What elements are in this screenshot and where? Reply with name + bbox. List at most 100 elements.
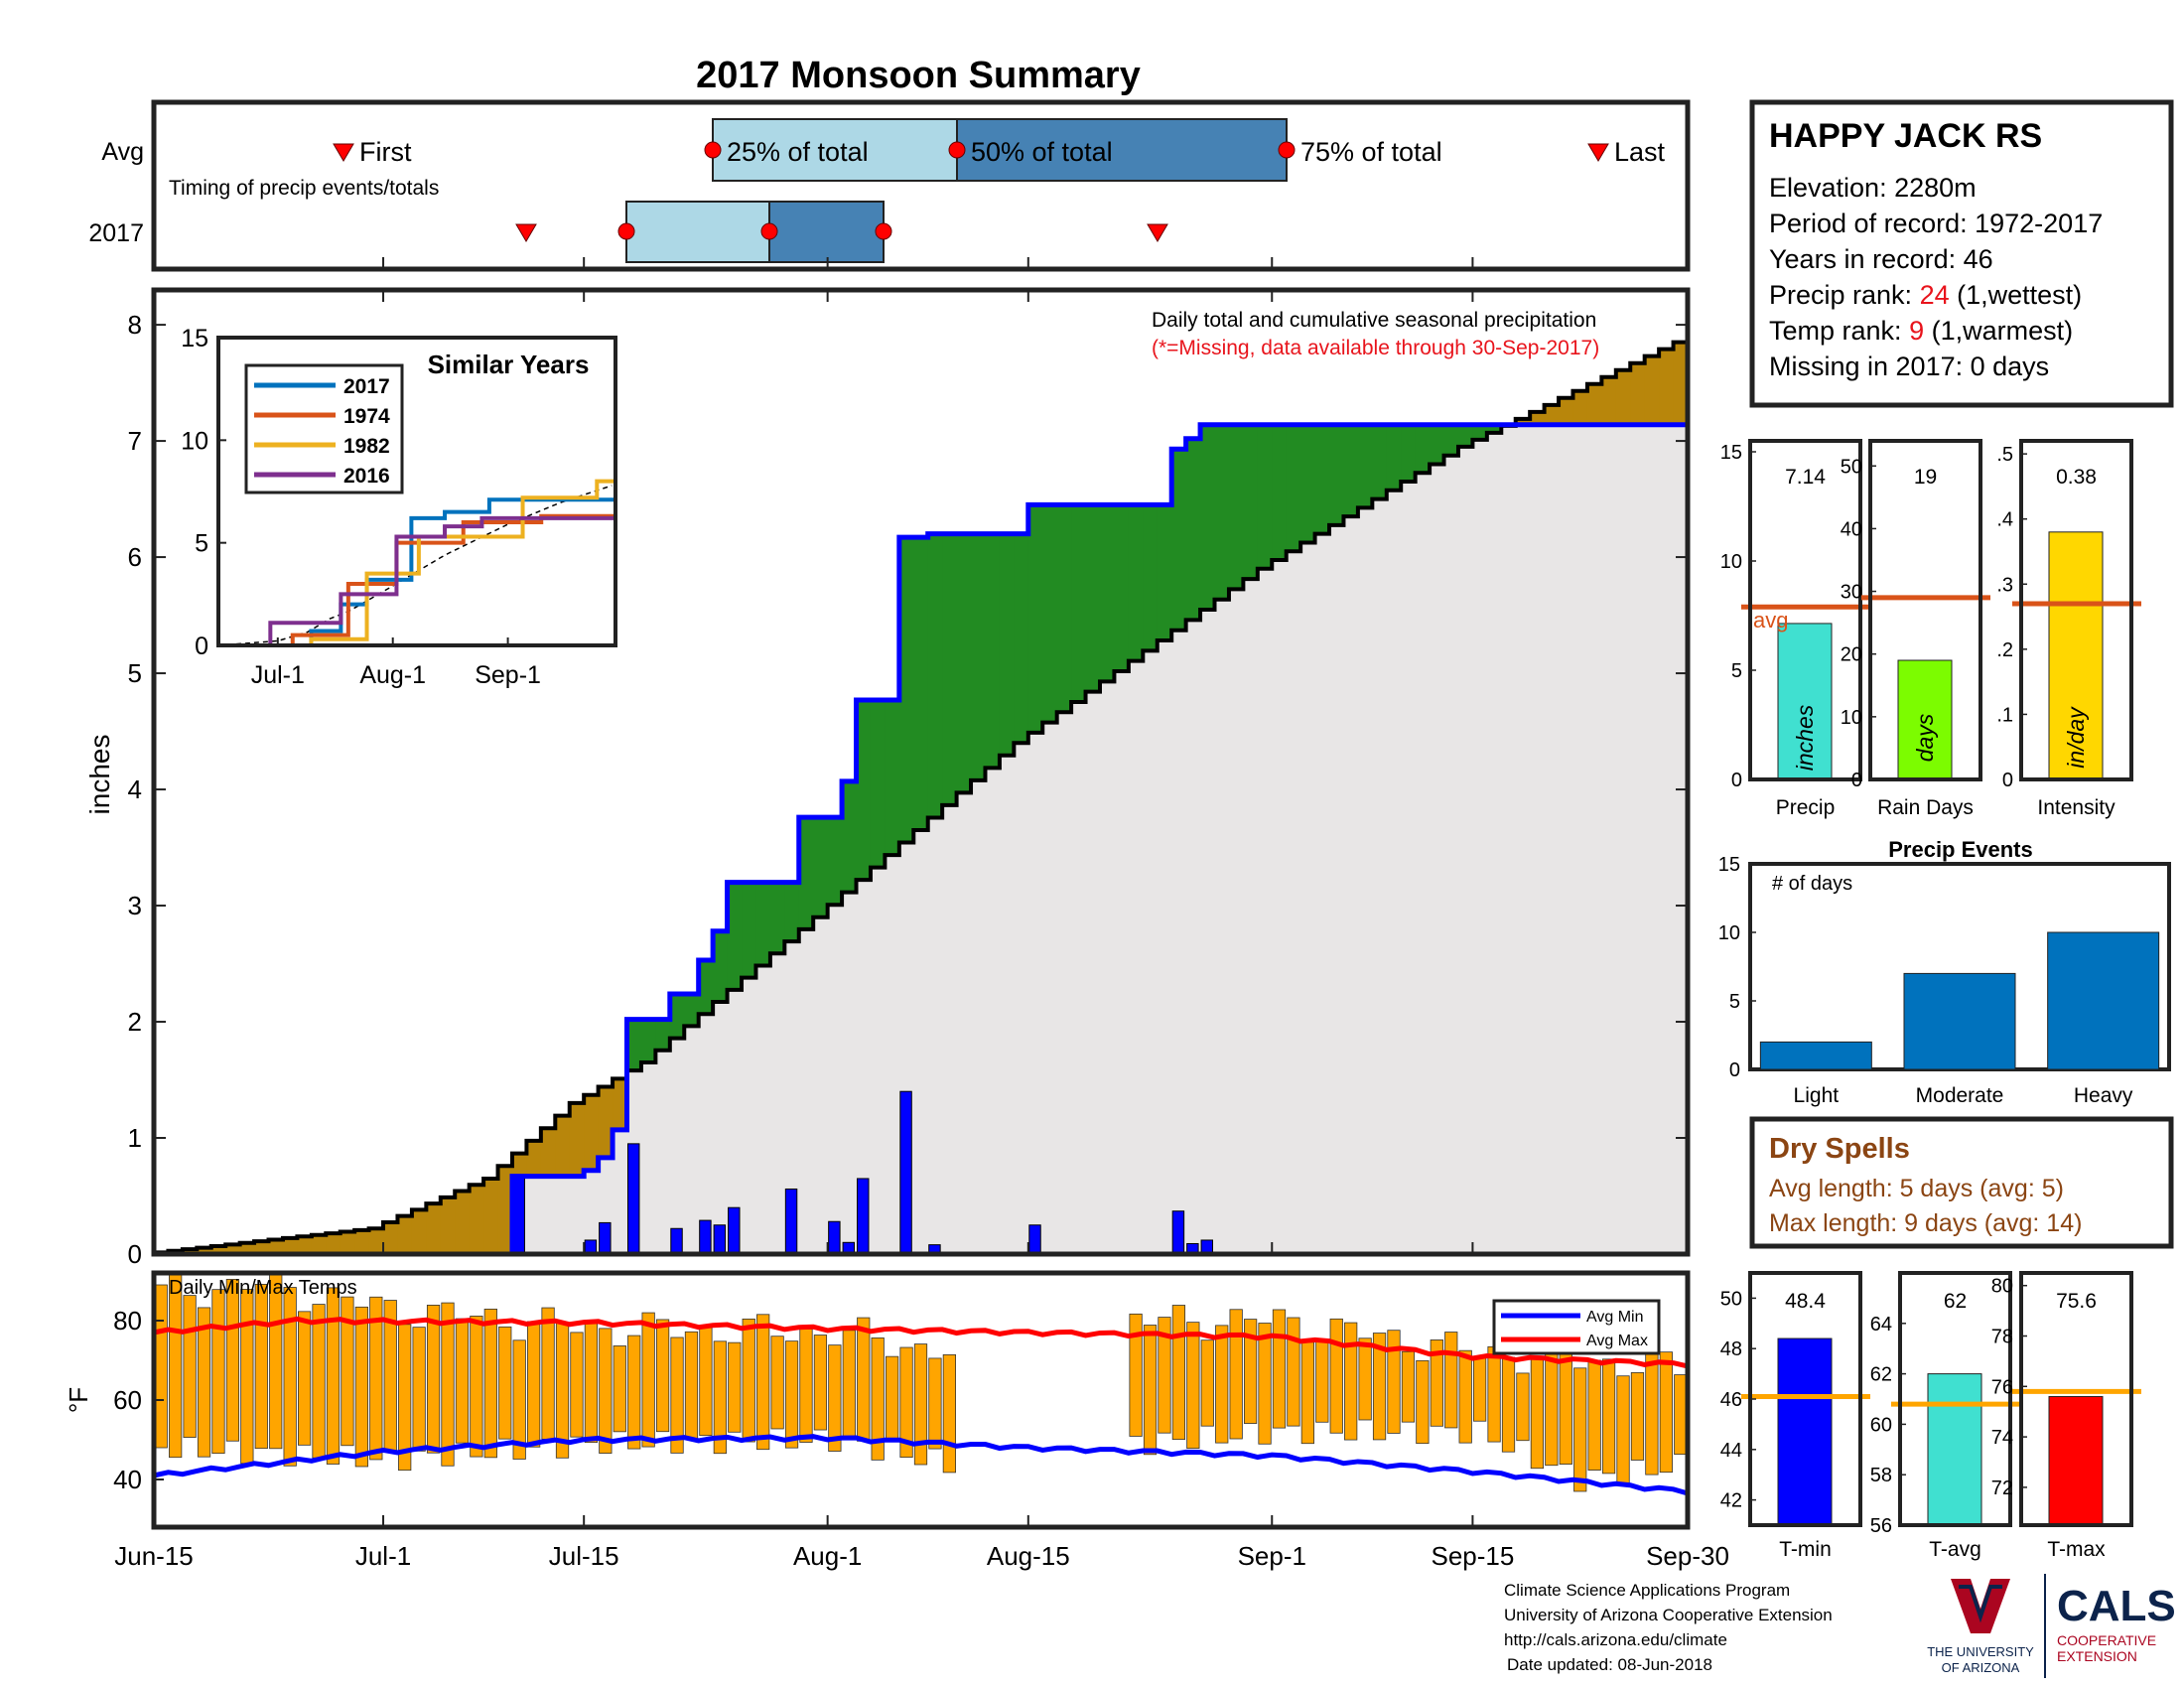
stat-unit-precip_total: inches [1792, 704, 1818, 771]
above-avg-fill [640, 1019, 656, 1062]
above-avg-fill [727, 882, 743, 990]
temp-stat-value-t_avg: 62 [1944, 1290, 1967, 1313]
temp-avg-lines [153, 1316, 1689, 1496]
daily-temp-bar [828, 1344, 842, 1452]
above-avg-fill [698, 960, 714, 1015]
daily-temp-bar [197, 1307, 211, 1458]
daily-temp-bar [354, 1306, 368, 1468]
temp-rank-prefix: Temp rank: [1769, 316, 1909, 346]
daily-temp-bar [1444, 1332, 1458, 1429]
events-bar-moderate [1903, 972, 2016, 1070]
daily-temp-bar [1129, 1313, 1143, 1437]
daily-temp-bar [627, 1335, 641, 1450]
x-tick-label: Aug-15 [987, 1541, 1070, 1571]
above-avg-fill [1243, 424, 1259, 580]
y2017-q75-marker [875, 222, 892, 240]
stat-avg-label: avg [1753, 608, 1788, 633]
below-avg-fill [469, 1185, 484, 1254]
above-avg-fill [942, 533, 958, 805]
above-avg-fill [1027, 504, 1043, 733]
above-avg-fill [1472, 424, 1488, 440]
below-avg-fill [1644, 355, 1660, 425]
below-avg-fill [268, 1239, 284, 1254]
above-avg-fill [713, 930, 729, 1003]
above-avg-fill [1415, 424, 1431, 474]
below-avg-fill [1615, 369, 1631, 425]
inset-title: Similar Years [428, 350, 590, 379]
above-avg-fill [1085, 504, 1101, 692]
above-avg-fill [626, 1019, 642, 1071]
daily-temp-bar [169, 1274, 183, 1459]
above-avg-fill [1443, 424, 1459, 456]
stat-panel-frame-rain_days [1868, 439, 1982, 781]
above-avg-fill [1214, 424, 1230, 600]
daily-precip-bar [828, 1220, 841, 1255]
main-panel-frame [151, 287, 1691, 1257]
stat-y-tick-label: 15 [1720, 442, 1742, 464]
daily-temp-bar [426, 1305, 441, 1454]
footer: Climate Science Applications Program Uni… [1504, 1574, 2176, 1678]
below-avg-fill [254, 1241, 270, 1254]
daily-temp-bar [1387, 1330, 1401, 1434]
avg-min-line [153, 1434, 1689, 1496]
ua-logo-outline [1959, 1585, 2002, 1623]
below-avg-fill [210, 1245, 226, 1254]
daily-temp-bar [1200, 1339, 1214, 1427]
stat-y-tick-label: .4 [1996, 509, 2013, 531]
stat-y-tick-label: 20 [1841, 644, 1862, 666]
below-avg-fill [526, 1140, 542, 1177]
cals-logo-text: CALS [2057, 1582, 2176, 1630]
stat-panel-frame-intensity [2019, 439, 2133, 781]
inset-y-tick-label: 10 [181, 427, 208, 455]
stat-bar-precip_total [1777, 623, 1833, 780]
x-tick-label: Aug-1 [793, 1541, 862, 1571]
events-bar-light [1759, 1041, 1872, 1070]
avg-last-marker [1587, 143, 1609, 162]
stat-y-tick-label: 10 [1841, 707, 1862, 729]
timing-subtitle: Timing of precip events/totals [169, 177, 439, 200]
main-y-tick-label: 3 [128, 891, 142, 920]
above-avg-fill [1300, 424, 1316, 543]
station-period: Period of record: 1972-2017 [1769, 209, 2103, 238]
events-x-label: Moderate [1916, 1084, 2004, 1107]
ua-logo-line2: OF ARIZONA [1942, 1660, 2020, 1675]
x-tick-label: Jul-15 [549, 1541, 619, 1571]
daily-temp-bar [699, 1326, 713, 1437]
temp-y-axis: 40 60 80 [113, 1306, 164, 1494]
daily-temp-bar [742, 1318, 755, 1443]
temp-stat-y-tick-label: 72 [1991, 1477, 2013, 1499]
events-bar-heavy [2047, 931, 2160, 1070]
daily-precip-bar [512, 1176, 525, 1255]
temp-stat-bar-t_max [2048, 1395, 2104, 1526]
similar-years-inset: 0 5 10 15 Jul-1 Aug-1 Sep-1 Similar Years 2017… [181, 325, 617, 689]
daily-temp-bar [1601, 1358, 1616, 1475]
stat-bar-rain_days [1897, 659, 1953, 780]
daily-temp-bar [441, 1302, 455, 1467]
avg-q25-q50-box [712, 118, 958, 182]
daily-temp-bar [498, 1326, 512, 1440]
stat-value-precip_total: 7.14 [1785, 466, 1826, 489]
daily-precip-bar [857, 1178, 870, 1255]
above-avg-fill [971, 533, 987, 780]
below-avg-fill [497, 1166, 513, 1254]
inset-x-tick-label: Sep-1 [475, 661, 541, 689]
below-avg-fill [455, 1191, 471, 1254]
stat-y-tick-label: 0 [1851, 770, 1862, 791]
below-avg-fill [1544, 404, 1560, 425]
main-y-axis: 0 1 2 3 4 5 6 7 8 [128, 310, 1688, 1269]
daily-precip-bar [784, 1188, 798, 1255]
temp-stat-y-tick-label: 44 [1720, 1440, 1742, 1462]
below-avg-fill [1586, 383, 1602, 425]
daily-temp-bar [1243, 1319, 1258, 1424]
daily-temp-bar [1315, 1338, 1329, 1423]
above-avg-fill [769, 882, 785, 954]
stat-y-tick-label: 30 [1841, 582, 1862, 604]
below-avg-fill [411, 1209, 427, 1254]
temp-stat-frame-t_avg [1898, 1271, 2012, 1527]
below-avg-fill [584, 1094, 600, 1171]
inset-legend: 2017 1974 1982 2016 [254, 375, 390, 488]
below-avg-fill [297, 1236, 313, 1254]
x-tick-label: Sep-1 [1238, 1541, 1306, 1571]
above-avg-fill [755, 882, 771, 966]
